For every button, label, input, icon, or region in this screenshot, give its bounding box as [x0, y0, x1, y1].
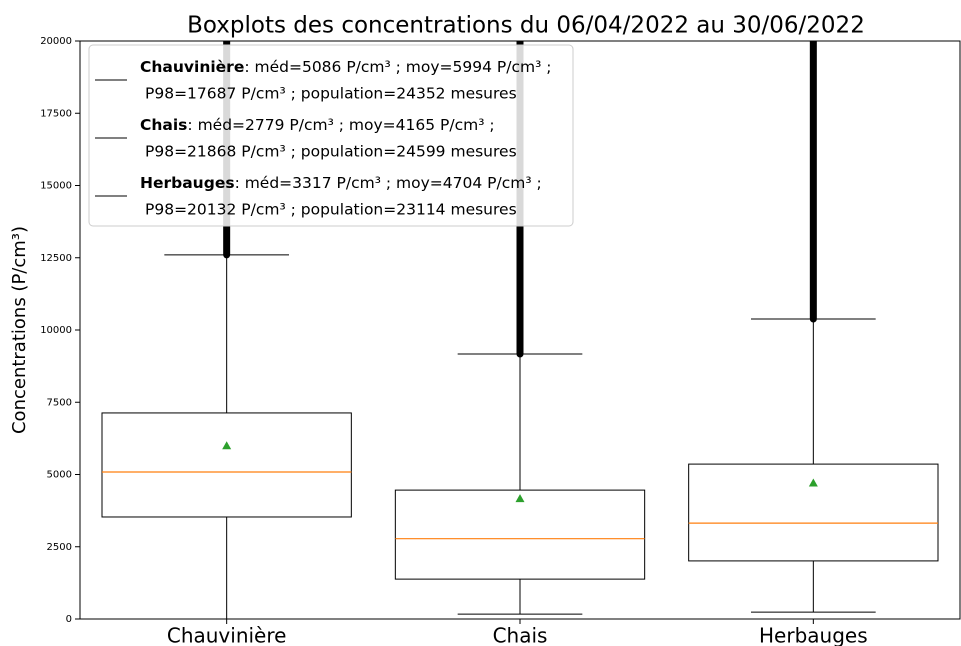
chart-title: Boxplots des concentrations du 06/04/202… — [187, 13, 865, 39]
y-tick-label: 10000 — [40, 325, 72, 336]
y-tick-label: 7500 — [47, 397, 72, 408]
legend-label: Chais: méd=2779 P/cm³ ; moy=4165 P/cm³ ; — [140, 116, 495, 134]
box — [101, 412, 352, 518]
legend-name: Chais — [140, 116, 187, 134]
mean-marker — [808, 478, 818, 487]
legend-text: P98=21868 P/cm³ ; population=24599 mesur… — [145, 143, 517, 161]
y-tick-label: 20000 — [40, 36, 72, 47]
mean-marker — [222, 441, 232, 450]
box — [688, 463, 939, 562]
legend-text: P98=20132 P/cm³ ; population=23114 mesur… — [145, 201, 517, 219]
legend-name: Chauvinière — [140, 58, 244, 76]
legend-text: : méd=3317 P/cm³ ; moy=4704 P/cm³ ; — [235, 174, 542, 192]
legend-label: Herbauges: méd=3317 P/cm³ ; moy=4704 P/c… — [140, 174, 542, 192]
y-tick-label: 17500 — [40, 108, 72, 119]
box — [394, 489, 646, 580]
mean-marker — [515, 494, 525, 503]
legend-name: Herbauges — [140, 174, 235, 192]
legend-box — [88, 44, 574, 227]
x-tick-label: Herbauges — [759, 624, 868, 646]
y-tick-label: 2500 — [47, 542, 72, 553]
x-tick-label: Chais — [493, 624, 548, 646]
x-tick-label: Chauvinière — [167, 624, 287, 646]
y-tick-label: 0 — [66, 614, 72, 625]
legend-text: : méd=2779 P/cm³ ; moy=4165 P/cm³ ; — [187, 116, 494, 134]
legend-label: Chauvinière: méd=5086 P/cm³ ; moy=5994 P… — [140, 58, 551, 76]
y-axis-label: Concentrations (P/cm³) — [9, 226, 30, 434]
y-tick-label: 15000 — [40, 181, 72, 192]
y-tick-label: 5000 — [47, 470, 72, 481]
y-tick-label: 12500 — [40, 253, 72, 264]
legend-text: : méd=5086 P/cm³ ; moy=5994 P/cm³ ; — [244, 58, 551, 76]
legend-text: P98=17687 P/cm³ ; population=24352 mesur… — [145, 85, 517, 103]
plot-area — [101, 41, 939, 619]
